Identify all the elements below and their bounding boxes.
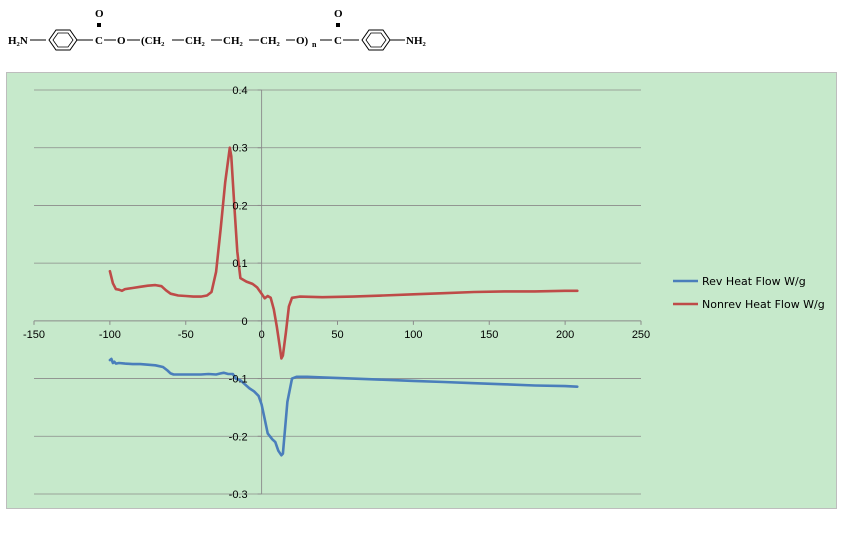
- formula-o-left: O: [117, 35, 126, 47]
- formula-ch2-3: CH₂: [223, 35, 244, 47]
- formula-ch2-2: CH₂: [185, 35, 206, 47]
- legend-label: Nonrev Heat Flow W/g: [702, 298, 825, 311]
- formula-h2n: H₂N: [8, 35, 28, 47]
- x-tick-label: 250: [632, 329, 650, 341]
- x-tick-label: 100: [404, 329, 422, 341]
- legend-label: Rev Heat Flow W/g: [702, 275, 806, 288]
- formula-ch2-1: (CH₂: [141, 35, 165, 47]
- benzene-ring-left: [48, 29, 78, 51]
- y-tick-label: -0.3: [229, 489, 248, 501]
- series-line-nonrev-heat-flow: [108, 146, 579, 360]
- y-tick-label: 0: [242, 316, 248, 328]
- formula-carbonyl-o-right: O: [334, 8, 343, 20]
- x-tick-label: -150: [23, 329, 45, 341]
- tick-labels: -0.3 -0.2 -0.1 0 0.1 0.2 0.3 0.4 -150 -100 -50 0 50 1…: [23, 85, 650, 501]
- benzene-ring-right: [361, 29, 391, 51]
- formula-c-left: C: [95, 35, 103, 47]
- x-tick-label: 150: [480, 329, 498, 341]
- heat-flow-chart: -0.3 -0.2 -0.1 0 0.1 0.2 0.3 0.4 -150 -100 -50 0 50 1…: [23, 85, 825, 501]
- y-tick-label: 0.3: [232, 143, 247, 155]
- formula-nh2: NH₂: [406, 35, 427, 47]
- x-tick-label: 200: [556, 329, 574, 341]
- x-tick-label: -50: [178, 329, 194, 341]
- formula-n-subscript: n: [312, 40, 317, 49]
- y-tick-label: 0.1: [232, 258, 247, 270]
- formula-o-n: O): [296, 35, 309, 47]
- formula-carbonyl-o-left: O: [95, 8, 104, 20]
- y-tick-label: 0.2: [232, 200, 247, 212]
- legend: Rev Heat Flow W/g Nonrev Heat Flow W/g: [673, 275, 825, 311]
- y-tick-label: -0.1: [229, 374, 248, 386]
- y-tick-label: -0.2: [229, 431, 248, 443]
- series-line-rev-heat-flow: [108, 357, 579, 457]
- formula-c-right: C: [334, 35, 342, 47]
- x-tick-label: 50: [331, 329, 343, 341]
- chemical-structure-formula: H₂N O C O (CH₂ CH₂ CH₂ CH₂ O) n O C NH₂: [8, 8, 427, 51]
- y-tick-label: 0.4: [232, 85, 247, 97]
- chart-area: -0.3 -0.2 -0.1 0 0.1 0.2 0.3 0.4 -150 -100 -50 0 50 1…: [6, 72, 837, 509]
- x-tick-label: -100: [99, 329, 121, 341]
- series-layer: [108, 146, 579, 457]
- formula-ch2-4: CH₂: [260, 35, 281, 47]
- x-tick-label: 0: [259, 329, 265, 341]
